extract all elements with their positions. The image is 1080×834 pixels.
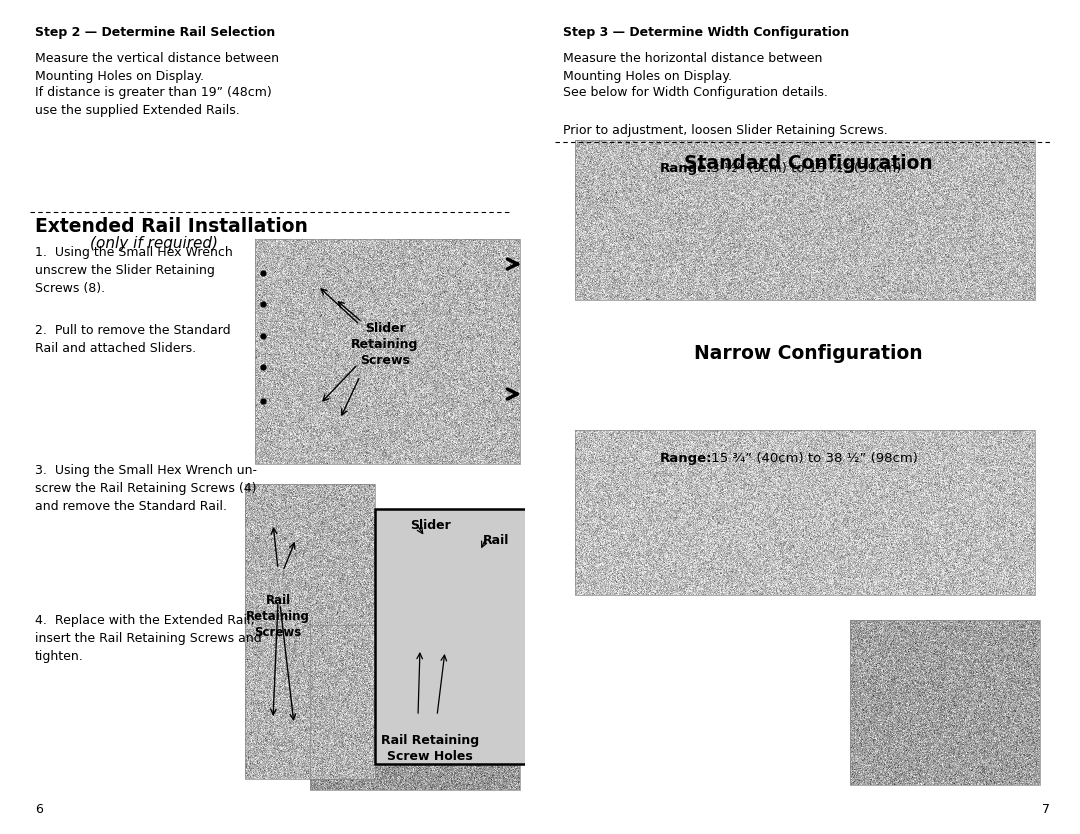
Text: 3.  Using the Small Hex Wrench un-
screw the Rail Retaining Screws (4)
and remov: 3. Using the Small Hex Wrench un- screw …	[35, 464, 257, 513]
Text: See below for Width Configuration details.: See below for Width Configuration detail…	[563, 86, 828, 99]
Text: Extended Rail Installation: Extended Rail Installation	[35, 217, 308, 236]
Text: Measure the horizontal distance between
Mounting Holes on Display.: Measure the horizontal distance between …	[563, 52, 822, 83]
Text: If distance is greater than 19” (48cm)
use the supplied Extended Rails.: If distance is greater than 19” (48cm) u…	[35, 86, 272, 117]
Text: 1.  Using the Small Hex Wrench
unscrew the Slider Retaining
Screws (8).: 1. Using the Small Hex Wrench unscrew th…	[35, 246, 233, 295]
Text: 4.  Replace with the Extended Rail,
insert the Rail Retaining Screws and
tighten: 4. Replace with the Extended Rail, inser…	[35, 614, 261, 663]
Text: (only if required): (only if required)	[90, 236, 218, 251]
Text: Rail
Retaining
Screws: Rail Retaining Screws	[246, 594, 310, 639]
Text: Narrow Configuration: Narrow Configuration	[693, 344, 922, 363]
Text: 2.  Pull to remove the Standard
Rail and attached Sliders.: 2. Pull to remove the Standard Rail and …	[35, 324, 231, 355]
Text: Standard Configuration: Standard Configuration	[684, 154, 932, 173]
Text: Measure the vertical distance between
Mounting Holes on Display.: Measure the vertical distance between Mo…	[35, 52, 279, 83]
Bar	[525, 0, 555, 834]
Text: 3 ½” (9cm) to 15 ½” (39cm): 3 ½” (9cm) to 15 ½” (39cm)	[707, 162, 902, 175]
Bar	[850, 620, 1040, 785]
Text: Slider: Slider	[410, 519, 450, 532]
Text: Prior to adjustment, loosen Slider Retaining Screws.: Prior to adjustment, loosen Slider Retai…	[563, 124, 888, 137]
Text: 6: 6	[35, 803, 43, 816]
Bar	[375, 509, 530, 764]
Text: 7: 7	[1042, 803, 1050, 816]
Bar	[310, 625, 519, 790]
Bar	[245, 484, 375, 779]
Text: Rail Retaining
Screw Holes: Rail Retaining Screw Holes	[381, 734, 480, 763]
Text: Slider
Retaining
Screws: Slider Retaining Screws	[351, 321, 419, 366]
Bar	[255, 239, 519, 464]
Bar	[575, 430, 1035, 595]
Text: Step 2 — Determine Rail Selection: Step 2 — Determine Rail Selection	[35, 26, 275, 39]
Text: Step 3 — Determine Width Configuration: Step 3 — Determine Width Configuration	[563, 26, 849, 39]
Text: Range:: Range:	[660, 162, 713, 175]
Text: Range:: Range:	[660, 452, 713, 465]
Text: 15 ¾” (40cm) to 38 ½” (98cm): 15 ¾” (40cm) to 38 ½” (98cm)	[707, 452, 918, 465]
Bar	[377, 511, 528, 762]
Text: Rail: Rail	[483, 534, 510, 547]
Bar	[575, 140, 1035, 300]
